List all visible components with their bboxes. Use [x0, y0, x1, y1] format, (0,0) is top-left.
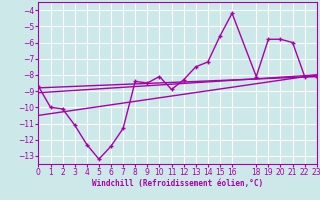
- X-axis label: Windchill (Refroidissement éolien,°C): Windchill (Refroidissement éolien,°C): [92, 179, 263, 188]
